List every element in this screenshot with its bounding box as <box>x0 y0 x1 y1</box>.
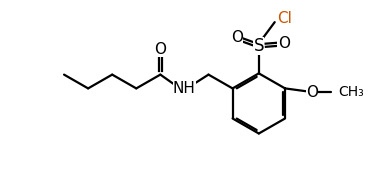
Text: O: O <box>306 85 318 100</box>
Text: O: O <box>154 41 166 56</box>
Text: S: S <box>253 37 264 55</box>
Text: O: O <box>277 36 289 51</box>
Text: CH₃: CH₃ <box>339 85 365 99</box>
Text: Cl: Cl <box>277 11 291 26</box>
Text: O: O <box>231 30 243 45</box>
Text: NH: NH <box>173 81 196 96</box>
